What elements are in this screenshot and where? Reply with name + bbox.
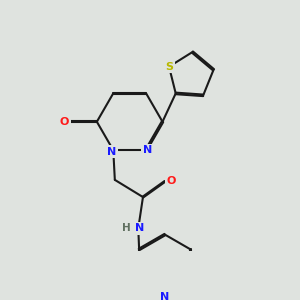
Text: N: N: [160, 292, 170, 300]
Text: O: O: [167, 176, 176, 186]
Text: S: S: [165, 62, 173, 72]
Text: N: N: [135, 223, 145, 233]
Text: O: O: [60, 117, 69, 127]
Text: H: H: [122, 223, 131, 233]
Text: N: N: [107, 147, 116, 157]
Text: N: N: [143, 145, 152, 155]
